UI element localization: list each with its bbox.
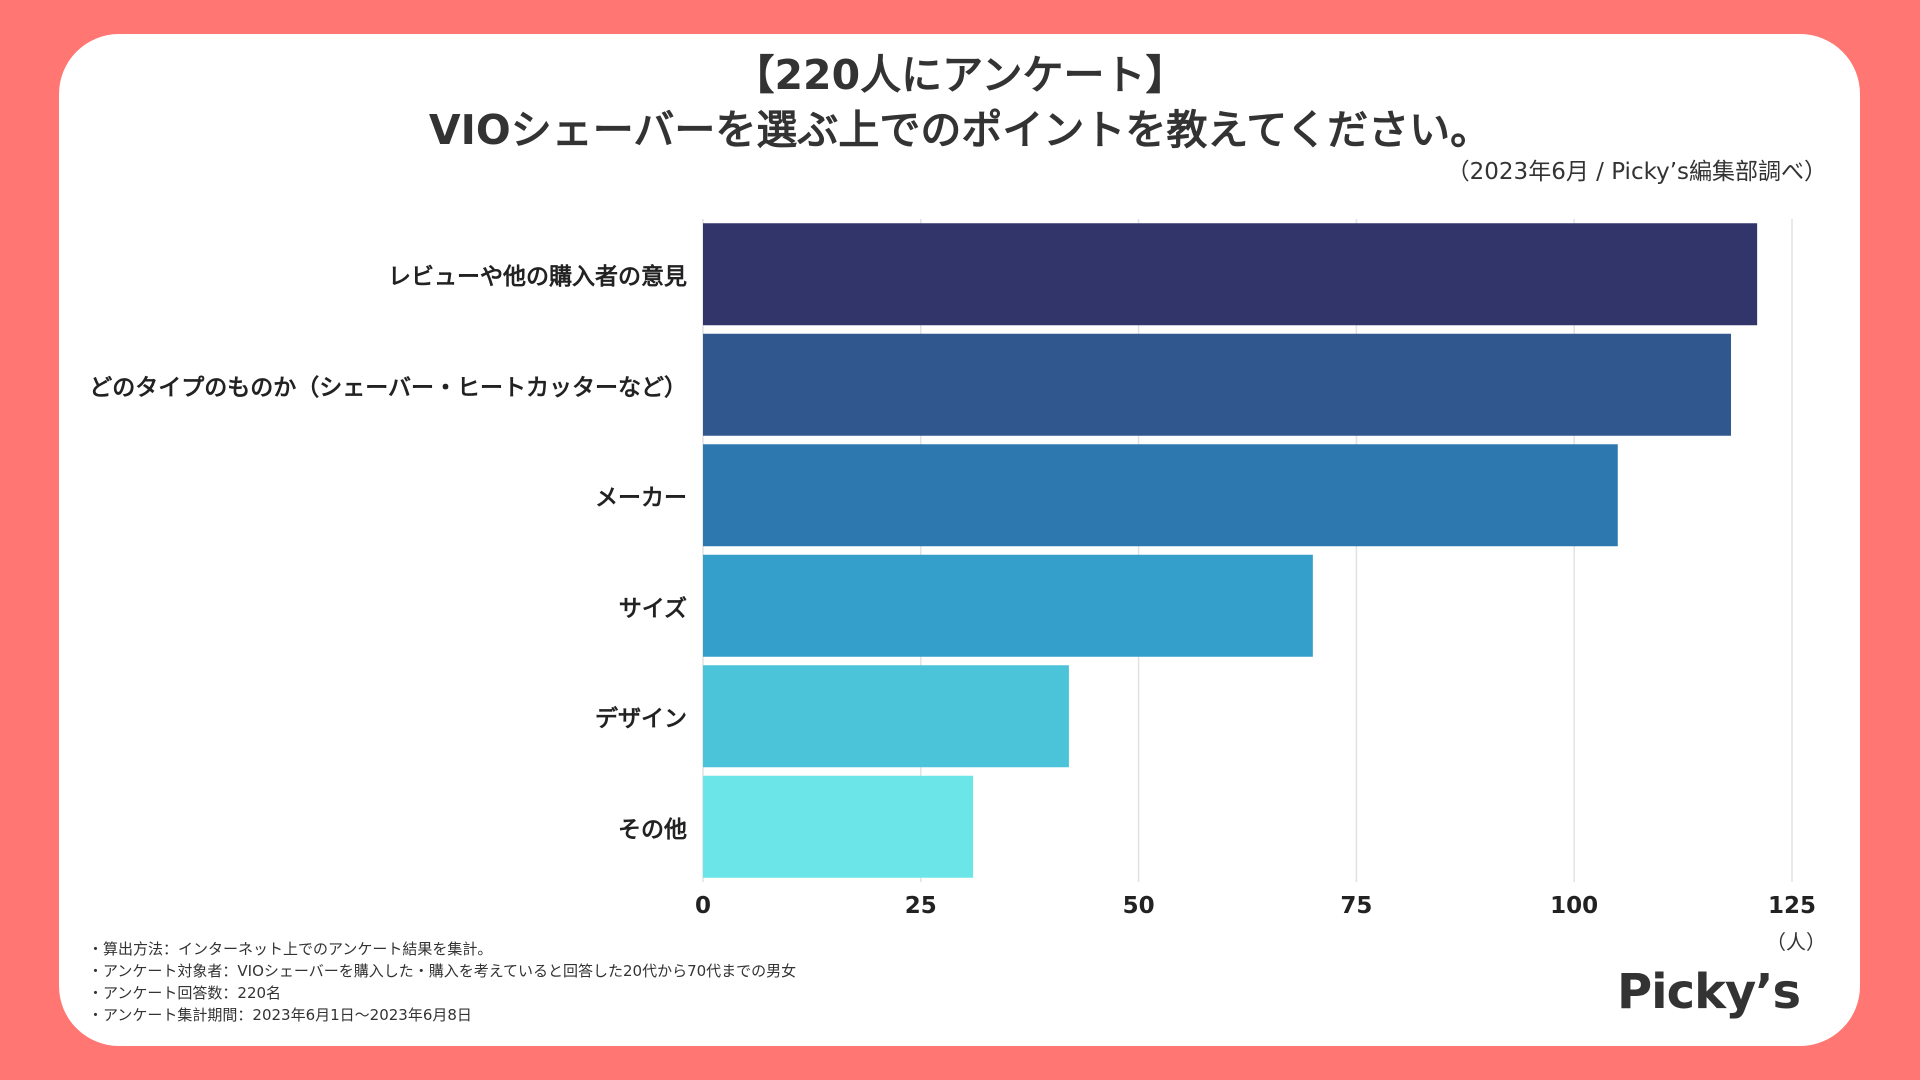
note-method: ・算出方法：インターネット上でのアンケート結果を集計。 <box>88 940 493 958</box>
x-tick-label-75: 75 <box>1340 893 1373 919</box>
bar-5 <box>703 775 974 878</box>
note-period: ・アンケート集計期間：2023年6月1日〜2023年6月8日 <box>88 1006 472 1024</box>
note-count: ・アンケート回答数：220名 <box>88 984 282 1002</box>
category-label-2: メーカー <box>595 485 687 512</box>
category-label-4: デザイン <box>595 706 687 733</box>
x-tick-label-0: 0 <box>694 893 711 919</box>
x-tick-label-100: 100 <box>1550 893 1599 919</box>
x-tick-label-125: 125 <box>1767 893 1816 919</box>
note-target: ・アンケート対象者：VIOシェーバーを購入した・購入を考えていると回答した20代… <box>88 962 797 980</box>
x-axis-unit-label: （人） <box>1766 930 1826 954</box>
pickys-logo: Picky’s <box>1617 964 1801 1020</box>
category-label-0: レビューや他の購入者の意見 <box>388 264 687 291</box>
bar-3 <box>703 554 1313 657</box>
bar-4 <box>703 665 1069 768</box>
category-label-1: どのタイプのものか（シェーバー・ヒートカッターなど） <box>89 374 687 401</box>
survey-notes: ・算出方法：インターネット上でのアンケート結果を集計。 ・アンケート対象者：VI… <box>88 938 796 1026</box>
chart-title: 【220人にアンケート】 <box>733 51 1187 99</box>
bar-1 <box>703 333 1732 436</box>
category-label-5: その他 <box>618 816 687 843</box>
bar-0 <box>703 223 1758 326</box>
x-tick-label-50: 50 <box>1122 893 1155 919</box>
chart-subtitle: VIOシェーバーを選ぶ上でのポイントを教えてください。 <box>428 106 1492 154</box>
category-label-3: サイズ <box>618 595 687 622</box>
x-tick-label-25: 25 <box>904 893 937 919</box>
source-note: （2023年6月 / Picky’s編集部調べ） <box>1446 159 1827 185</box>
bar-2 <box>703 444 1618 547</box>
